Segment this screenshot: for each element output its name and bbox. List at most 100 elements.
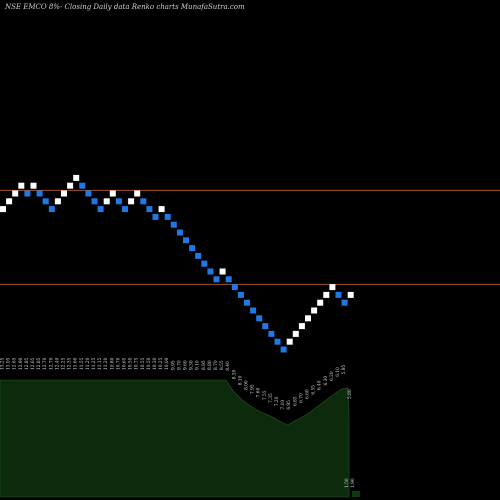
volume-label: 8.30 — [232, 369, 237, 379]
volume-area — [0, 379, 360, 498]
renko-brick-up — [298, 323, 305, 330]
volume-label: 12.85 — [37, 357, 42, 370]
renko-brick-up — [103, 198, 110, 205]
volume-label: 10.50 — [147, 357, 152, 370]
renko-brick-up — [61, 190, 67, 197]
volume-area-fill — [0, 379, 350, 498]
renko-brick-up — [109, 190, 116, 197]
renko-brick-up — [305, 315, 311, 322]
renko-brick-up — [311, 307, 318, 314]
volume-label: 8.00 — [245, 380, 250, 390]
volume-label: 8.55 — [220, 360, 225, 370]
renko-brick-up — [317, 299, 324, 306]
volume-label: 9.10 — [196, 360, 201, 370]
volume-label: 10.70 — [116, 357, 121, 370]
renko-brick-up — [158, 206, 165, 213]
renko-brick-up — [67, 182, 74, 189]
renko-brick-up — [128, 198, 135, 205]
renko-brick-down — [146, 206, 153, 213]
renko-brick-down — [201, 260, 208, 267]
renko-brick-down — [24, 190, 31, 197]
renko-brick-down — [280, 346, 287, 353]
renko-brick-down — [244, 299, 250, 306]
volume-label: 9.95 — [171, 360, 176, 370]
renko-brick-down — [85, 190, 92, 197]
volume-label: 12.70 — [43, 357, 48, 370]
volume-label: 11.60 — [74, 357, 79, 370]
renko-brick-up — [292, 330, 299, 337]
renko-brick-down — [250, 307, 257, 314]
renko-brick-down — [164, 213, 171, 220]
renko-brick-down — [115, 198, 122, 205]
renko-brick-down — [42, 198, 49, 205]
renko-brick-down — [341, 299, 348, 306]
volume-label: 11.25 — [92, 357, 97, 370]
volume-label: 6.20 — [330, 371, 335, 381]
volume-label: 10.65 — [123, 357, 128, 370]
renko-bricks — [0, 174, 354, 353]
renko-brick-down — [189, 245, 196, 252]
renko-brick-down — [274, 338, 281, 345]
volume-label: 9.30 — [190, 360, 195, 370]
volume-label: 7.10 — [281, 400, 286, 410]
renko-brick-up — [329, 284, 336, 291]
renko-brick-down — [48, 206, 55, 213]
renko-brick-down — [213, 276, 220, 283]
renko-brick-down — [237, 291, 244, 298]
renko-brick-up — [219, 268, 226, 275]
volume-labels: 13.25 13.05 12.65 12.90 12.85 12.65 12.85 12.70… — [1, 357, 357, 488]
renko-brick-down — [122, 206, 128, 213]
volume-label: 11.55 — [80, 357, 85, 370]
renko-brick-down — [97, 206, 104, 213]
renko-brick-down — [152, 213, 159, 220]
renko-brick-up — [134, 190, 141, 197]
volume-label: 6.55 — [312, 385, 317, 395]
volume-label: 10.25 — [159, 357, 164, 370]
volume-label: 8.40 — [226, 361, 231, 371]
volume-label: 12.35 — [68, 357, 73, 370]
renko-brick-down — [195, 252, 202, 259]
renko-brick-up — [30, 182, 37, 189]
reference-lines — [0, 189, 500, 285]
volume-label: 7.95 — [251, 384, 256, 394]
renko-brick-down — [170, 221, 177, 228]
renko-brick-down — [79, 182, 86, 189]
renko-brick-down — [268, 330, 275, 337]
volume-label: 6.10 — [336, 367, 341, 377]
renko-brick-down — [140, 198, 147, 205]
renko-brick-up — [323, 291, 330, 298]
renko-brick-down — [256, 315, 263, 322]
renko-brick-up — [73, 174, 80, 181]
renko-brick-up — [18, 182, 25, 189]
volume-label: 12.65 — [13, 357, 18, 370]
renko-brick-down — [176, 229, 183, 236]
volume-label: 13.05 — [7, 357, 12, 370]
renko-brick-down — [335, 291, 342, 298]
volume-label: 10.75 — [135, 357, 140, 370]
volume-label: 8.80 — [208, 360, 213, 370]
renko-brick-down — [231, 284, 238, 291]
chart-title: NSE EMCO 8%- Closing Daily data Renko ch… — [5, 3, 245, 11]
volume-label: 12.85 — [25, 357, 30, 370]
volume-label: 6.30 — [324, 376, 329, 386]
volume-label: 8.95 — [202, 360, 207, 370]
volume-label: 5.95 — [342, 365, 347, 375]
volume-tail-bar — [352, 491, 360, 497]
volume-label: 10.55 — [141, 357, 146, 370]
volume-label: 5.80 — [348, 389, 353, 399]
volume-label: 6.70 — [299, 393, 304, 403]
renko-brick-up — [54, 198, 61, 205]
volume-label: 6.95 — [287, 400, 292, 410]
volume-label: 7.60 — [257, 388, 262, 398]
volume-label: 12.65 — [31, 357, 36, 370]
volume-label: 13.25 — [1, 357, 6, 370]
volume-label: 12.40 — [55, 357, 60, 370]
volume-label: 11.20 — [104, 357, 109, 370]
volume-label: 10.80 — [110, 357, 115, 370]
tail-label: 1.50 — [345, 478, 350, 488]
volume-label: 12.25 — [62, 357, 67, 370]
volume-label: 8.70 — [214, 360, 219, 370]
renko-brick-up — [347, 291, 354, 298]
